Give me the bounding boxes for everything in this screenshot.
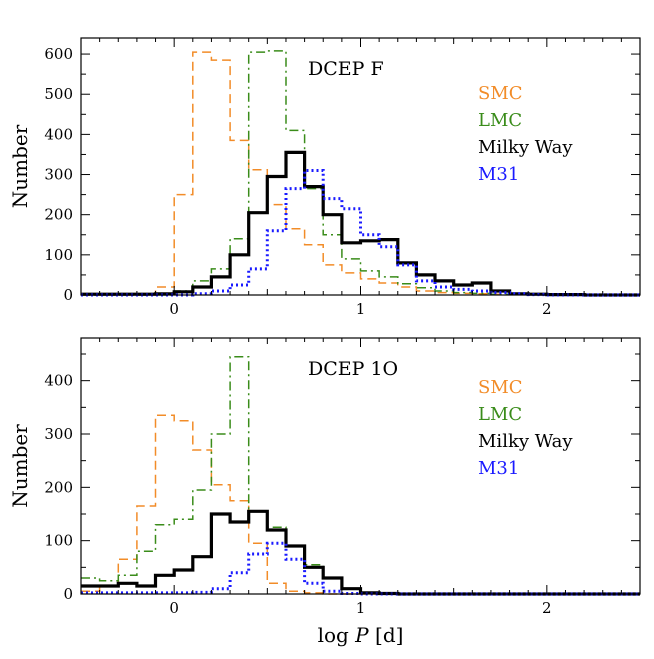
series-lmc-line: [81, 355, 640, 595]
y-tick-label: 100: [44, 246, 73, 264]
legend-entry-milky-way: Milky Way: [478, 431, 573, 452]
x-tick-label: 2: [542, 300, 552, 318]
y-axis-label: Number: [8, 124, 32, 208]
x-axis-label-part: log: [318, 623, 349, 647]
y-tick-label: 400: [44, 372, 73, 390]
y-tick-label: 100: [44, 532, 73, 550]
legend-entry-milky-way: Milky Way: [478, 137, 573, 158]
y-tick-label: 0: [63, 585, 73, 603]
legend-entry-smc: SMC: [478, 377, 523, 398]
panel-title: DCEP 1O: [308, 358, 398, 380]
y-tick-label: 300: [44, 425, 73, 443]
panel-2: 0 100 200 300 400 0 1 2 Number DCEP 1O SMC LMC Milky…: [8, 337, 641, 647]
series-milky-way-line: [81, 509, 640, 596]
x-tick-label: 1: [356, 599, 366, 617]
y-axis-label: Number: [8, 424, 32, 508]
series-smc-line: [81, 51, 640, 296]
y-tick-label: 300: [44, 166, 73, 184]
panel-title: DCEP F: [308, 58, 384, 80]
y-tick-label: 200: [44, 206, 73, 224]
y-tick-label: 600: [44, 45, 73, 63]
legend-entry-lmc: LMC: [478, 110, 522, 131]
y-tick-label: 0: [63, 286, 73, 304]
y-tick-label: 200: [44, 478, 73, 496]
x-tick-label: 2: [542, 599, 552, 617]
y-tick-label: 500: [44, 85, 73, 103]
x-tick-label: 1: [356, 300, 366, 318]
series-lmc-line: [81, 50, 640, 296]
legend-entry-m31: M31: [478, 458, 519, 479]
x-axis-label: log P [d]: [318, 623, 404, 647]
series-smc-line: [81, 414, 640, 595]
legend-entry-m31: M31: [478, 164, 519, 185]
x-tick-label: 0: [169, 300, 179, 318]
y-tick-label: 400: [44, 125, 73, 143]
x-axis-label-part: P: [349, 623, 369, 647]
panel-1: 0 100 200 300 400 500 600 0 1 2 Number DCEP F SMC LMC…: [8, 37, 641, 318]
legend-entry-lmc: LMC: [478, 404, 522, 425]
legend-entry-smc: SMC: [478, 83, 523, 104]
x-axis-label-part: [d]: [369, 623, 404, 647]
x-tick-label: 0: [169, 599, 179, 617]
